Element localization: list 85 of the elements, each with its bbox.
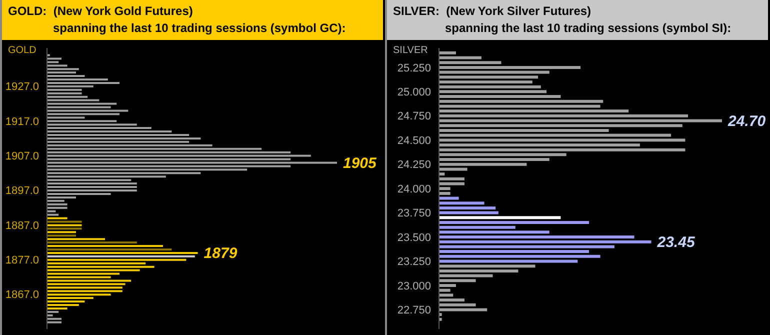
bar: [439, 269, 518, 272]
annotation: 24.70: [727, 112, 766, 130]
bar: [47, 58, 62, 60]
bar: [439, 211, 498, 214]
bar: [439, 80, 532, 84]
bar: [439, 236, 634, 239]
bar: [47, 214, 59, 216]
bar: [47, 110, 128, 112]
y-tick-label: 1887.0: [5, 220, 39, 232]
bar: [47, 245, 163, 248]
bar: [47, 321, 62, 324]
bar: [47, 290, 122, 292]
bar: [439, 192, 450, 195]
bar: [47, 220, 82, 223]
bar: [439, 66, 580, 69]
bar: [439, 95, 561, 98]
y-tick-label: 24.250: [397, 159, 431, 172]
bar: [439, 264, 536, 268]
bar: [439, 216, 561, 220]
chart-title: GOLD: (New York Gold Futures): [8, 3, 194, 20]
bar: [47, 206, 68, 209]
y-tick-label: 23.250: [397, 256, 431, 268]
y-tick-label: 23.750: [397, 208, 431, 220]
bar: [47, 310, 59, 313]
y-tick-label: 25.250: [397, 62, 431, 74]
bar: [47, 190, 137, 192]
bar: [47, 266, 154, 268]
bar: [47, 238, 105, 240]
bar: [47, 255, 195, 258]
bar: [47, 258, 186, 261]
bar: [439, 187, 450, 190]
bar: [47, 242, 137, 244]
y-tick-label: 1897.0: [5, 185, 39, 198]
chart-subtitle: spanning the last 10 trading sessions (symbol GC):: [52, 20, 347, 37]
y-tick-label: 25.000: [397, 86, 431, 99]
bar: [47, 137, 201, 140]
bar: [47, 162, 337, 164]
bar: [439, 254, 600, 258]
bar: [439, 114, 688, 118]
bar: [439, 51, 456, 54]
y-axis-title: SILVER: [393, 45, 428, 56]
chart-title: SILVER: (New York Silver Futures): [393, 3, 592, 20]
bar: [47, 68, 79, 70]
bar: [47, 154, 311, 157]
bar: [439, 110, 629, 113]
bar: [47, 228, 82, 230]
bar: [47, 248, 172, 250]
y-tick-label: 1877.0: [5, 254, 39, 267]
y-tick-label: 23.000: [397, 280, 431, 292]
bar: [439, 158, 550, 162]
bar: [47, 224, 82, 226]
bar: [439, 298, 464, 302]
annotation: 1879: [204, 245, 238, 262]
bar: [439, 260, 578, 263]
annotation: 23.45: [656, 234, 696, 252]
bar: [47, 234, 76, 237]
y-tick-label: 1907.0: [5, 150, 39, 162]
bar: [439, 220, 589, 224]
y-tick-label: 23.500: [397, 232, 431, 244]
bar: [47, 231, 76, 234]
bar: [47, 102, 117, 105]
bar: [439, 284, 456, 287]
y-tick-label: 22.750: [397, 304, 431, 317]
bar: [47, 186, 137, 188]
y-tick-label: 24.500: [397, 134, 431, 147]
bar: [47, 286, 122, 289]
y-tick-label: 1917.0: [5, 116, 39, 128]
bar: [47, 82, 120, 84]
y-tick-label: 1867.0: [5, 289, 39, 302]
y-tick-label: 24.000: [397, 183, 431, 196]
y-axis-title: GOLD: [8, 45, 36, 56]
annotation: 1905: [343, 154, 378, 172]
bar: [47, 252, 198, 254]
bar: [439, 206, 496, 210]
bar: [47, 182, 137, 185]
bar: [47, 318, 62, 320]
bar: [47, 280, 132, 282]
bar: [439, 250, 589, 254]
bar: [47, 203, 68, 206]
y-tick-label: 24.750: [397, 110, 431, 123]
bar: [439, 128, 609, 132]
bar: [439, 143, 640, 146]
y-tick-label: 1927.0: [5, 81, 39, 94]
bar: [47, 217, 68, 220]
chart-subtitle: spanning the last 10 trading sessions (symbol SI):: [444, 20, 732, 37]
